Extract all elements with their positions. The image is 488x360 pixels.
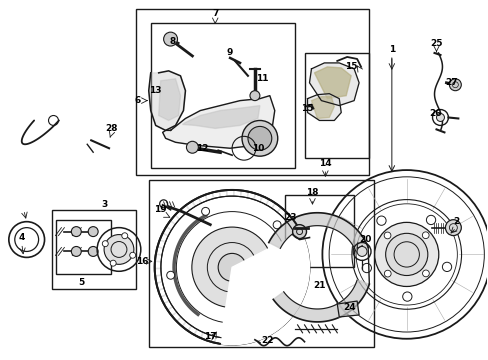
Circle shape [102, 241, 108, 247]
Bar [136, 9, 368, 175]
Polygon shape [309, 63, 358, 105]
Bar [304, 53, 368, 158]
Circle shape [249, 91, 259, 100]
Text: 6: 6 [134, 96, 141, 105]
Text: 16: 16 [135, 257, 148, 266]
Circle shape [163, 32, 177, 46]
Polygon shape [158, 79, 180, 121]
Polygon shape [273, 280, 368, 322]
Circle shape [71, 247, 81, 256]
Circle shape [385, 233, 427, 275]
Circle shape [191, 227, 272, 307]
Bar [148, 180, 373, 347]
Text: 5: 5 [78, 278, 84, 287]
Circle shape [242, 121, 277, 156]
Circle shape [273, 221, 281, 229]
Circle shape [422, 270, 428, 277]
Polygon shape [311, 96, 334, 118]
Text: 12: 12 [196, 144, 208, 153]
Text: 28: 28 [104, 124, 117, 133]
Text: 7: 7 [212, 9, 218, 18]
Text: 3: 3 [101, 200, 107, 209]
Circle shape [166, 271, 174, 279]
Circle shape [71, 227, 81, 237]
Bar [284, 195, 353, 267]
Circle shape [110, 260, 116, 266]
Bar [56, 220, 111, 274]
Text: 1: 1 [388, 45, 394, 54]
Circle shape [442, 262, 451, 271]
Circle shape [201, 207, 209, 215]
Polygon shape [314, 67, 350, 99]
Polygon shape [220, 232, 309, 345]
Circle shape [436, 113, 444, 121]
Text: 2: 2 [452, 217, 459, 226]
Circle shape [292, 225, 306, 239]
Polygon shape [307, 94, 341, 121]
Text: 20: 20 [358, 235, 370, 244]
Text: 22: 22 [261, 336, 273, 345]
Circle shape [218, 253, 245, 281]
Circle shape [88, 227, 98, 237]
Text: 4: 4 [19, 233, 25, 242]
Circle shape [122, 233, 127, 239]
Circle shape [104, 235, 134, 264]
Text: 14: 14 [318, 159, 331, 168]
Circle shape [426, 215, 435, 225]
Text: 10: 10 [251, 144, 264, 153]
Circle shape [186, 141, 198, 153]
Circle shape [129, 252, 135, 258]
Text: 27: 27 [444, 78, 457, 87]
Circle shape [448, 79, 460, 91]
Circle shape [374, 222, 438, 287]
Circle shape [88, 247, 98, 256]
Circle shape [384, 270, 390, 277]
Text: 24: 24 [342, 302, 355, 311]
Circle shape [376, 216, 386, 225]
Circle shape [402, 292, 411, 301]
Text: 15: 15 [344, 62, 357, 71]
Text: 11: 11 [255, 74, 267, 83]
Text: 21: 21 [312, 281, 325, 290]
Polygon shape [268, 213, 367, 252]
Circle shape [422, 232, 428, 239]
Text: 13: 13 [149, 86, 162, 95]
Polygon shape [148, 71, 185, 130]
Bar [51, 210, 136, 289]
Text: 17: 17 [203, 332, 216, 341]
Polygon shape [163, 96, 274, 148]
Circle shape [247, 126, 271, 150]
Text: 8: 8 [169, 37, 175, 46]
Circle shape [362, 264, 371, 273]
Circle shape [356, 247, 366, 256]
Text: 19: 19 [154, 205, 166, 214]
Text: 23: 23 [284, 213, 296, 222]
Bar [150, 23, 294, 168]
Text: 26: 26 [428, 109, 441, 118]
Polygon shape [182, 105, 259, 129]
Text: 18: 18 [305, 188, 318, 197]
Circle shape [445, 220, 460, 235]
Circle shape [384, 232, 390, 239]
Text: 15: 15 [301, 104, 313, 113]
Polygon shape [337, 301, 358, 317]
Text: 25: 25 [429, 39, 442, 48]
Text: 9: 9 [226, 49, 233, 58]
